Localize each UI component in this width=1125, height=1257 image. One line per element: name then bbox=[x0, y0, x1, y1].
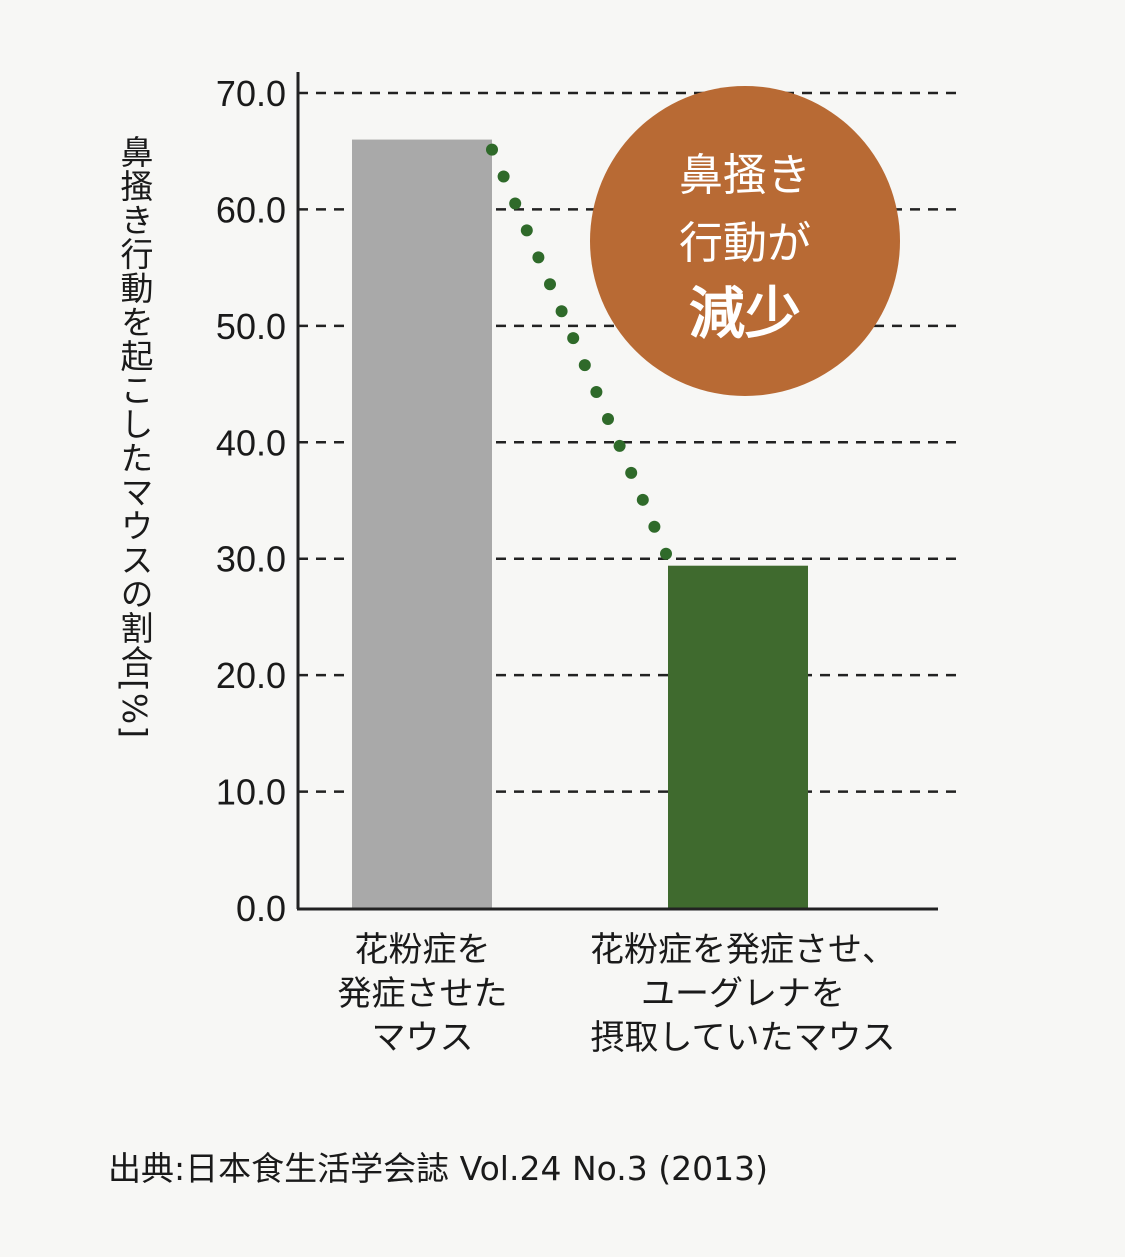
x-category-label-1: 花粉症を 発症させた マウス bbox=[337, 930, 508, 1058]
trend-dot bbox=[648, 520, 661, 533]
bars bbox=[352, 139, 808, 909]
bar bbox=[668, 565, 808, 908]
badge-line-1: 鼻搔き bbox=[679, 150, 811, 201]
trend-dot bbox=[660, 547, 672, 560]
trend-dot bbox=[532, 251, 545, 264]
decrease-badge: 鼻搔き 行動が 減少 bbox=[590, 86, 900, 396]
trend-dot bbox=[636, 493, 649, 506]
y-tick-label: 10.0 bbox=[216, 772, 286, 813]
trend-dot bbox=[486, 143, 498, 156]
y-tick-label: 50.0 bbox=[216, 306, 286, 347]
y-tick-label: 0.0 bbox=[236, 888, 286, 929]
trend-dot bbox=[520, 224, 533, 237]
y-tick-label: 20.0 bbox=[216, 655, 286, 696]
y-tick-label: 70.0 bbox=[216, 73, 286, 114]
trend-dotted-line bbox=[486, 143, 672, 560]
trend-dot bbox=[625, 466, 638, 479]
y-tick-label: 60.0 bbox=[216, 189, 286, 230]
trend-dot bbox=[590, 386, 603, 399]
y-tick-labels: 0.0 10.0 20.0 30.0 40.0 50.0 60.0 70.0 bbox=[216, 73, 286, 929]
trend-dot bbox=[602, 412, 614, 425]
trend-dot bbox=[578, 359, 591, 372]
source-citation: 出典:日本食生活学会誌 Vol.24 No.3 (2013) bbox=[108, 1149, 768, 1188]
y-tick-label: 30.0 bbox=[216, 539, 286, 580]
y-axis-label: 鼻搔き行動を起こしたマウスの割合[%] bbox=[115, 135, 154, 740]
badge-line-3: 減少 bbox=[689, 282, 801, 347]
bar bbox=[352, 139, 492, 909]
y-tick-label: 40.0 bbox=[216, 422, 286, 463]
trend-dot bbox=[613, 439, 626, 452]
trend-dot bbox=[555, 305, 568, 318]
trend-dot bbox=[497, 170, 510, 183]
x-category-label-2: 花粉症を発症させ、 ユーグレナを 摂取していたマウス bbox=[590, 930, 896, 1058]
trend-dot bbox=[544, 278, 556, 291]
badge-line-2: 行動が bbox=[679, 218, 811, 269]
trend-dot bbox=[509, 197, 522, 210]
trend-dot bbox=[567, 332, 580, 345]
